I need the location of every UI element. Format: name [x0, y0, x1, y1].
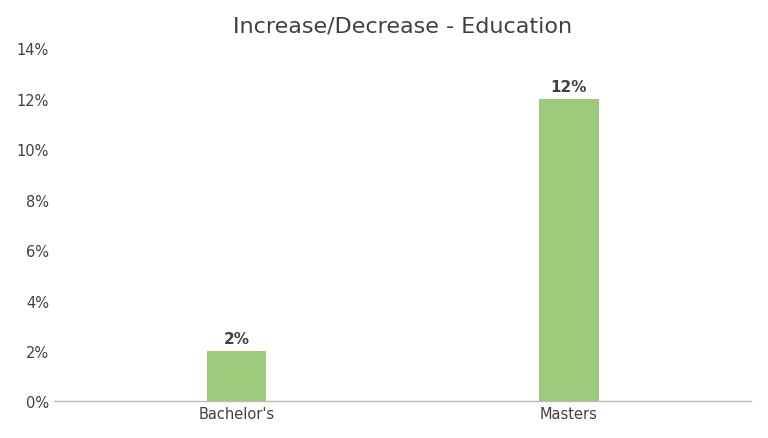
Bar — [207, 351, 266, 402]
Bar — [539, 99, 598, 402]
Text: 12%: 12% — [551, 80, 587, 95]
Text: 2%: 2% — [223, 331, 250, 346]
Title: Increase/Decrease - Education: Increase/Decrease - Education — [233, 17, 572, 37]
